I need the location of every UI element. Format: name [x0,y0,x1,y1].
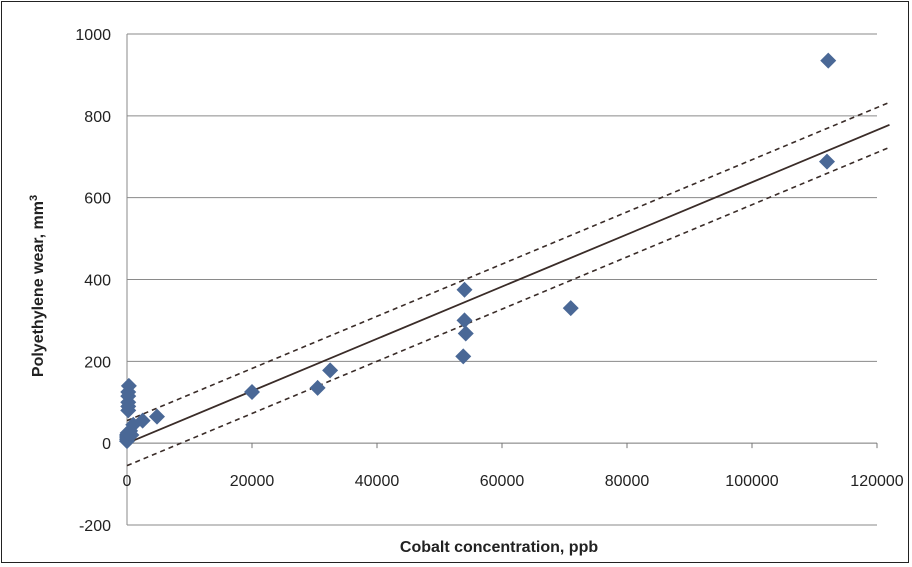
data-point [149,408,165,425]
data-point [120,377,137,394]
y-tick-label: 800 [84,109,111,126]
data-point [456,281,473,298]
x-tick-label: 120000 [850,473,903,490]
data-point [309,379,326,396]
y-tick-label: 400 [84,273,111,290]
y-tick-label: -200 [79,518,111,535]
x-tick-label: 100000 [725,473,778,490]
data-point [819,153,835,170]
data-point [455,348,472,365]
data-point [123,426,140,443]
x-tick-label: 40000 [355,473,400,490]
data-point [820,52,837,69]
y-tick-label: 1000 [75,27,111,44]
data-point [322,362,339,379]
x-tick-label: 0 [123,473,132,490]
x-tick-label: 60000 [480,473,525,490]
data-point [457,325,474,342]
regression-line [126,124,890,444]
y-tick-labels: -200 0 200 400 600 800 1000 [75,27,111,535]
upper-confidence-line [126,101,890,422]
y-tick-label: 600 [84,191,111,208]
x-axis-label: Cobalt concentration, ppb [400,539,598,556]
y-axis-label: Polyethylene wear, mm3 [28,195,47,377]
y-axis-label-text: Polyethylene wear, mm [30,201,47,377]
grid-lines [126,33,878,526]
y-tick-label: 200 [84,354,111,371]
x-tick-label: 20000 [230,473,275,490]
x-tick-labels: 0 20000 40000 60000 80000 100000 120000 [123,473,904,490]
y-axis-label-superscript: 3 [28,195,40,201]
data-point [134,412,151,429]
data-point [244,384,260,401]
data-point [562,300,579,317]
regression-lines [126,101,890,467]
data-point [456,312,473,329]
y-tick-label: 0 [102,436,111,453]
lower-confidence-line [126,146,890,467]
x-tick-label: 80000 [605,473,650,490]
data-points [119,52,837,450]
